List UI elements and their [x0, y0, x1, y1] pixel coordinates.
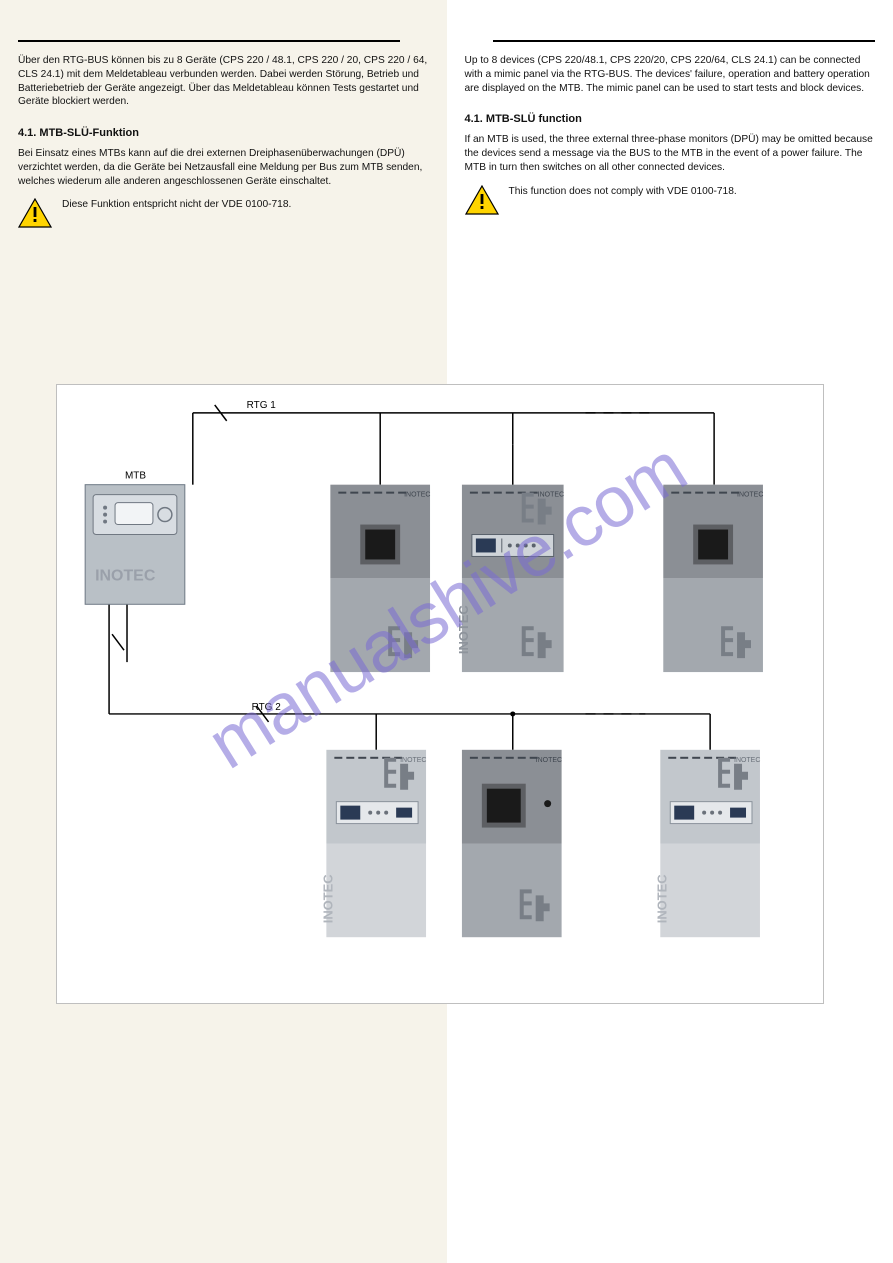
diagram-svg: RTG 1 RTG 2 [57, 385, 823, 1003]
warning-row-de: Diese Funktion entspricht nicht der VDE … [18, 198, 429, 228]
rule-top-left [18, 40, 400, 42]
mtb-device: INOTEC MTB [85, 471, 185, 605]
dev-brand: INOTEC [538, 492, 564, 499]
device-r1-2: INOTEC INOTEC [456, 485, 564, 672]
warning-icon [18, 198, 52, 228]
intro-en: Up to 8 devices (CPS 220/48.1, CPS 220/2… [465, 54, 876, 95]
device-r1-3: INOTEC [663, 485, 763, 672]
section-body-en: If an MTB is used, the three external th… [465, 133, 876, 174]
dev-brand: INOTEC [400, 757, 426, 764]
dev-brand: INOTEC [734, 757, 760, 764]
bus-top: RTG 1 [193, 400, 714, 485]
dev-brand-vert: INOTEC [654, 874, 669, 923]
warning-icon [465, 185, 499, 215]
wiring-diagram: RTG 1 RTG 2 [56, 384, 824, 1004]
section-title-en: 4.1. MTB-SLÜ function [465, 113, 876, 125]
dev-brand: INOTEC [737, 492, 763, 499]
intro-de: Über den RTG-BUS können bis zu 8 Geräte … [18, 54, 429, 109]
warning-text-de: Diese Funktion entspricht nicht der VDE … [62, 198, 291, 212]
device-r2-1: INOTEC INOTEC [320, 750, 426, 937]
dev-brand-vert: INOTEC [456, 605, 471, 654]
device-r1-1: INOTEC [330, 485, 430, 672]
rule-top-right [493, 40, 875, 42]
warning-text-en: This function does not comply with VDE 0… [509, 185, 737, 199]
bus-top-label: RTG 1 [247, 400, 277, 411]
device-r2-2: INOTEC [462, 750, 562, 937]
warning-row-en: This function does not comply with VDE 0… [465, 185, 876, 215]
dev-brand-vert: INOTEC [320, 874, 335, 923]
mtb-brand: INOTEC [95, 567, 156, 584]
bus-bottom-label: RTG 2 [252, 702, 282, 713]
section-title-de: 4.1. MTB-SLÜ-Funktion [18, 127, 429, 139]
dev-brand: INOTEC [536, 757, 562, 764]
dev-brand: INOTEC [404, 492, 430, 499]
device-r2-3: INOTEC INOTEC [654, 750, 760, 937]
mtb-label: MTB [125, 471, 146, 482]
section-body-de: Bei Einsatz eines MTBs kann auf die drei… [18, 147, 429, 188]
